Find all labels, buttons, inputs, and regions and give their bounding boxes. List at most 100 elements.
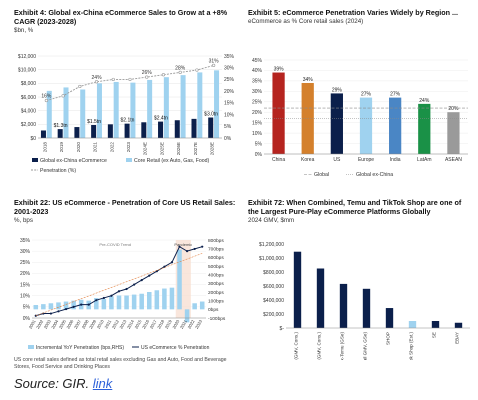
y2-tick-label: 400bps [208,272,224,278]
y-tick-label: 25% [252,100,263,106]
penetration-point [128,77,132,82]
source-prefix: Source: GIR. [14,376,90,391]
penetration-point [49,312,53,315]
line-data-label: 31% [209,58,220,64]
penetration-point [78,84,82,89]
source-line: Source: GIR. link [14,376,112,391]
bar-incremental-penetration [63,301,69,310]
chart-panel-penetration-region: Exhibit 5: eCommerce Penetration Varies … [248,8,474,25]
line-data-label: 28% [175,65,186,71]
penetration-point [148,274,151,277]
x-tick-label: 2005 [58,318,67,329]
chart-penetration-region: 0% 5% 10% 15% 20% 25% 30% 35% 40% 45% 39% China 34% K… [252,58,468,178]
penetration-point [212,63,216,67]
penetration-point [72,305,75,308]
x-tick-label: 2020 [76,142,81,153]
bar-data-label: $3.0tn [204,112,218,118]
bar-incremental-penetration [162,288,167,310]
bar-ecommerce [74,127,80,138]
source-link[interactable]: link [92,376,113,391]
bar [301,82,314,154]
x-tick-label: 2004 [50,318,59,329]
y-tick-label: $1,200,000 [259,242,284,248]
y-tick-label: $8,000 [21,81,37,87]
bar-incremental-penetration [169,287,175,310]
x-tick-label: 2024E [143,142,148,155]
x-tick-label: Korea [301,157,315,163]
x-tick-label: Temu + TikTok Shop (Est.) [409,332,414,360]
penetration-point [102,296,105,300]
bar [362,288,371,328]
bar-data-label: 29% [332,87,343,93]
y2-tick-label: 5% [224,124,232,130]
penetration-point [178,245,181,248]
bar-ecommerce [174,120,180,138]
penetration-point [185,250,189,253]
chart-title: Exhibit 22: US eCommerce - Penetration o… [14,198,236,216]
chart-title: Exhibit 72: When Combined, Temu and TikT… [248,198,462,216]
penetration-point [201,245,204,248]
y2-tick-label: 35% [224,54,235,60]
x-tick-label: 2007 [73,318,82,329]
x-tick-label: 2020 [171,318,180,329]
legend-label: Global [314,172,329,178]
x-tick-label: 2006 [65,318,74,329]
bar [389,97,402,154]
bar-incremental-penetration [131,294,137,310]
x-tick-label: 2025E [159,142,164,155]
y-tick-label: $200,000 [263,312,284,318]
x-tick-label: 2026E [176,142,181,155]
bar-ecommerce [57,129,63,138]
x-tick-label: 2021 [179,318,188,329]
bar [316,268,325,328]
bar-incremental-penetration [41,304,46,310]
bar-ecommerce [107,124,113,138]
x-tick-label: 2018 [42,142,47,153]
penetration-point [64,307,68,311]
penetration-point [133,283,136,286]
chart-subtitle: eCommerce as % Core retail sales (2024) [248,18,364,25]
x-tick-label: AMZN (GMV, Cons.) [317,332,322,360]
y-tick-label: 30% [20,249,31,255]
legend-swatch-incremental [28,345,34,349]
y-tick-label: 35% [20,238,31,244]
bar-incremental-penetration [139,293,144,310]
legend-label: Global ex-China [356,172,393,178]
y2-tick-label: 300bps [208,281,224,287]
bar-data-label: 34% [303,77,314,83]
y-tick-label: 10% [252,131,263,137]
y2-tick-label: 15% [224,101,235,107]
bar-incremental-penetration [146,292,152,310]
annotation-pre-covid-trend: Pre-COVID Trend [99,242,131,247]
bar-data-label: 24% [419,98,430,104]
bar-incremental-penetration [101,298,107,310]
x-tick-label: 2019 [164,318,173,329]
x-tick-label: 2019 [59,142,64,153]
bar-data-label: 27% [361,92,372,98]
penetration-point [110,294,113,297]
bar [408,321,417,328]
bar [431,321,440,328]
y-tick-label: $12,000 [18,54,36,60]
x-tick-label: 2003 [43,318,52,329]
y-tick-label: 25% [20,260,31,266]
bar-incremental-penetration [109,296,114,310]
y-tick-label: 20% [252,110,263,116]
penetration-point [80,303,83,306]
bar [330,93,343,154]
chart-global-ecommerce: $0 $2,000 $4,000 $6,000 $8,000 $10,000 $12,000… [18,54,235,174]
penetration-point [178,70,182,75]
penetration-point [111,77,115,82]
bar-incremental-penetration [177,249,182,310]
penetration-point [61,94,65,98]
penetration-line [46,64,214,101]
bar-ecommerce [40,130,46,138]
penetration-point [195,68,199,72]
bar-incremental-penetration [71,300,76,310]
legend-label: Penetration (%) [40,168,76,174]
bar [339,283,348,328]
y-tick-label: $4,000 [21,108,37,114]
x-tick-label: JD (Retail GMV, GSe) [363,332,368,360]
bar-ecommerce [191,118,197,138]
penetration-point [117,290,121,293]
